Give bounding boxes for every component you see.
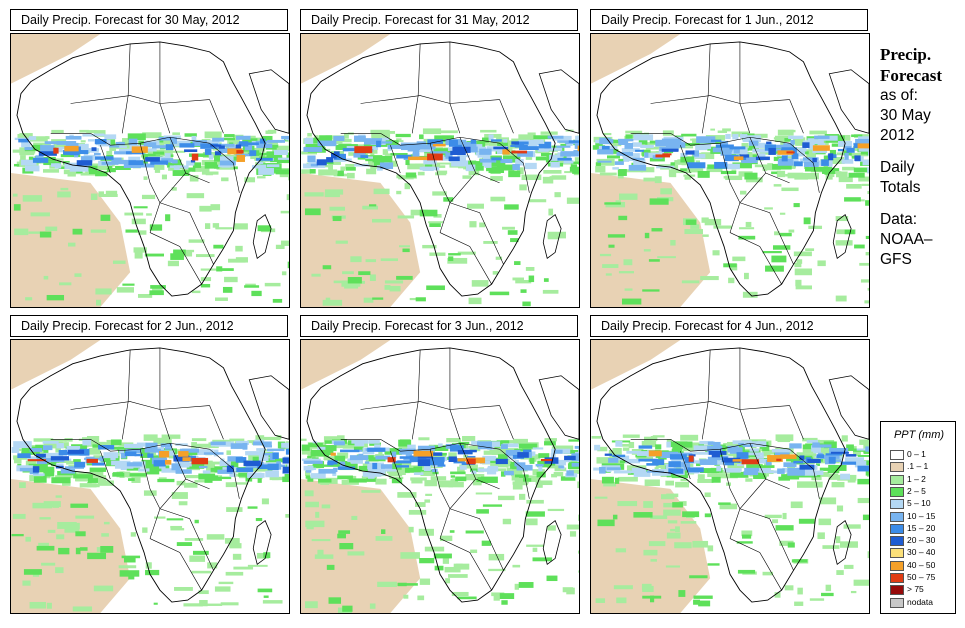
africa-map: [591, 34, 869, 307]
legend-swatch: [890, 486, 904, 497]
totals-line2: Totals: [880, 179, 921, 196]
africa-map: [301, 340, 579, 613]
data-source-line1: Data:: [880, 211, 918, 228]
precip-map: [590, 339, 870, 614]
forecast-panel-5: Daily Precip. Forecast for 3 Jun., 2012: [300, 315, 580, 614]
legend-label: 20 – 30: [907, 535, 936, 546]
forecast-panel-1: Daily Precip. Forecast for 30 May, 2012: [10, 9, 290, 308]
legend-label: 15 – 20: [907, 522, 936, 533]
panel-title: Daily Precip. Forecast for 31 May, 2012: [300, 9, 578, 31]
legend-label: 2 – 5: [907, 485, 926, 496]
legend-swatch: [890, 548, 904, 559]
legend-label: 40 – 50: [907, 559, 936, 570]
legend-swatch: [890, 597, 904, 608]
legend-label: 1 – 2: [907, 473, 926, 484]
precip-map: [300, 339, 580, 614]
africa-map: [11, 34, 289, 307]
legend-label: 30 – 40: [907, 547, 936, 558]
legend-label: .1 – 1: [907, 461, 929, 472]
data-source-line3: GFS: [880, 251, 912, 268]
panel-title: Daily Precip. Forecast for 4 Jun., 2012: [590, 315, 868, 337]
forecast-panel-6: Daily Precip. Forecast for 4 Jun., 2012: [590, 315, 870, 614]
legend-swatch: [890, 450, 904, 460]
totals-line1: Daily: [880, 159, 915, 176]
asof-label: as of:: [880, 87, 918, 104]
sidebar-title-line2: Forecast: [880, 66, 942, 85]
legend-swatch: [890, 585, 904, 596]
legend-label: 10 – 15: [907, 510, 936, 521]
legend-swatch: [890, 573, 904, 583]
precip-map: [300, 33, 580, 308]
panel-title: Daily Precip. Forecast for 30 May, 2012: [10, 9, 288, 31]
forecast-panel-3: Daily Precip. Forecast for 1 Jun., 2012: [590, 9, 870, 308]
africa-map: [591, 340, 869, 613]
legend-swatch: [890, 511, 904, 522]
legend-label: 0 – 1: [907, 449, 926, 459]
forecast-panel-2: Daily Precip. Forecast for 31 May, 2012: [300, 9, 580, 308]
precip-map: [590, 33, 870, 308]
legend-label: nodata: [907, 596, 933, 607]
panel-title: Daily Precip. Forecast for 3 Jun., 2012: [300, 315, 578, 337]
legend-swatch: [890, 462, 904, 473]
legend-title: PPT (mm): [893, 429, 945, 441]
sidebar-title-line1: Precip.: [880, 45, 932, 64]
data-source-line2: NOAA–: [880, 231, 933, 248]
precip-map: [10, 33, 290, 308]
legend-label: 5 – 10: [907, 498, 931, 509]
legend-swatch: [890, 536, 904, 547]
legend-swatch: [890, 560, 904, 571]
panel-title: Daily Precip. Forecast for 1 Jun., 2012: [590, 9, 868, 31]
asof-date-line2: 2012: [880, 127, 915, 144]
panel-title: Daily Precip. Forecast for 2 Jun., 2012: [10, 315, 288, 337]
legend-label: 50 – 75: [907, 572, 936, 582]
legend-swatch: [890, 474, 904, 485]
sidebar-info: Precip. Forecast as of: 30 May 2012 Dail…: [880, 44, 964, 270]
legend-label: > 75: [907, 584, 924, 595]
asof-date-line1: 30 May: [880, 107, 931, 124]
precip-map: [10, 339, 290, 614]
legend-swatch: [890, 499, 904, 510]
forecast-panel-4: Daily Precip. Forecast for 2 Jun., 2012: [10, 315, 290, 614]
legend-swatch: [890, 523, 904, 534]
africa-map: [301, 34, 579, 307]
africa-map: [11, 340, 289, 613]
